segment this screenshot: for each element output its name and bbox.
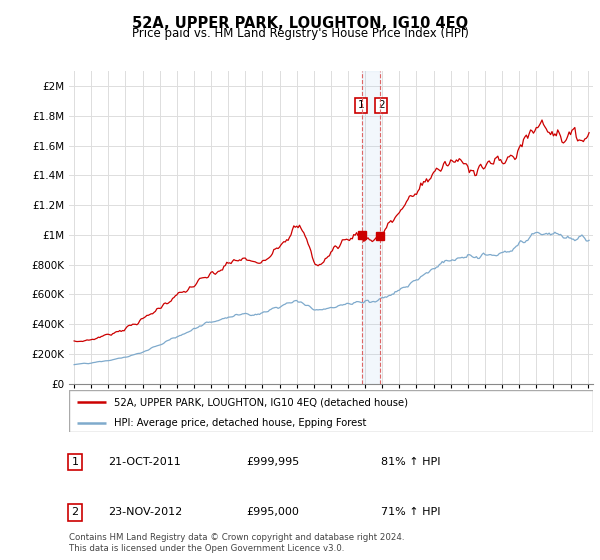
Text: 2: 2: [378, 100, 385, 110]
Text: 71% ↑ HPI: 71% ↑ HPI: [381, 507, 440, 517]
Text: Price paid vs. HM Land Registry's House Price Index (HPI): Price paid vs. HM Land Registry's House …: [131, 27, 469, 40]
Text: 2: 2: [71, 507, 79, 517]
Text: Contains HM Land Registry data © Crown copyright and database right 2024.
This d: Contains HM Land Registry data © Crown c…: [69, 533, 404, 553]
Text: HPI: Average price, detached house, Epping Forest: HPI: Average price, detached house, Eppi…: [113, 418, 366, 428]
Text: 23-NOV-2012: 23-NOV-2012: [108, 507, 182, 517]
Text: 52A, UPPER PARK, LOUGHTON, IG10 4EQ (detached house): 52A, UPPER PARK, LOUGHTON, IG10 4EQ (det…: [113, 397, 407, 407]
Text: 1: 1: [71, 457, 79, 467]
Text: £999,995: £999,995: [246, 457, 299, 467]
Text: £995,000: £995,000: [246, 507, 299, 517]
Text: 81% ↑ HPI: 81% ↑ HPI: [381, 457, 440, 467]
Text: 52A, UPPER PARK, LOUGHTON, IG10 4EQ: 52A, UPPER PARK, LOUGHTON, IG10 4EQ: [132, 16, 468, 31]
Text: 21-OCT-2011: 21-OCT-2011: [108, 457, 181, 467]
Text: 1: 1: [358, 100, 364, 110]
Bar: [362, 71, 380, 384]
